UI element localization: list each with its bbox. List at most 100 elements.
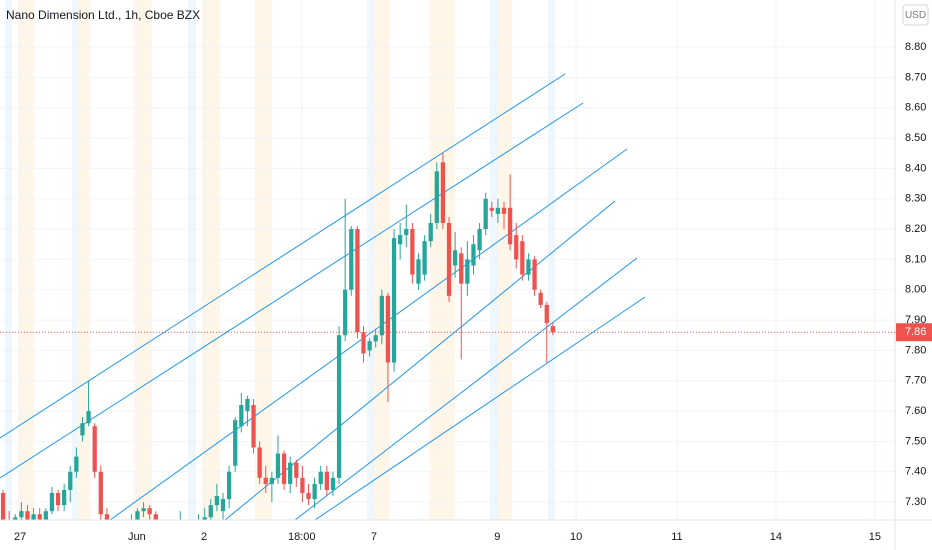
candle-body xyxy=(208,505,213,518)
x-tick-label: 18:00 xyxy=(288,531,316,543)
candle-body xyxy=(220,499,226,512)
channel-line xyxy=(294,257,638,520)
y-tick-label: 7.90 xyxy=(905,314,926,326)
session-stripe xyxy=(367,0,374,520)
candle-body xyxy=(184,529,188,532)
session-stripe xyxy=(202,0,220,520)
session-stripe xyxy=(188,0,196,520)
session-stripe xyxy=(78,0,90,520)
candle-body xyxy=(147,508,152,515)
candle-body xyxy=(153,514,158,520)
grid xyxy=(0,0,895,520)
candle-body xyxy=(330,477,336,490)
candle-body xyxy=(0,492,6,520)
session-stripe xyxy=(5,0,12,520)
session-stripe xyxy=(255,0,272,520)
session-stripe xyxy=(72,0,78,520)
x-tick-label: 2 xyxy=(201,531,207,543)
candle-body xyxy=(404,229,409,236)
candle-body xyxy=(269,477,274,484)
candle-body xyxy=(507,207,513,245)
candle-body xyxy=(160,526,164,532)
y-tick-label: 7.30 xyxy=(905,496,926,508)
candle-body xyxy=(294,462,299,478)
y-tick-label: 8.80 xyxy=(905,41,926,53)
last-price-label: 7.86 xyxy=(905,326,926,338)
candle-body xyxy=(166,532,170,538)
unit-box[interactable] xyxy=(902,4,929,26)
candle-body xyxy=(526,259,531,275)
candle-body xyxy=(37,514,42,520)
candles xyxy=(0,153,556,538)
session-stripe xyxy=(497,0,512,520)
candle-body xyxy=(471,244,476,266)
candle-body xyxy=(434,171,439,223)
session-stripe xyxy=(374,0,390,520)
candle-body xyxy=(318,471,323,484)
y-tick-label: 8.50 xyxy=(905,132,926,144)
candle-body xyxy=(19,511,24,518)
candle-body xyxy=(31,514,36,520)
candle-body xyxy=(550,326,556,333)
candle-body xyxy=(135,511,140,520)
x-tick-label: Jun xyxy=(128,531,146,543)
y-tick-label: 8.70 xyxy=(905,71,926,83)
candle-body xyxy=(129,520,133,526)
candle-body xyxy=(343,289,348,336)
unit-label[interactable]: USD xyxy=(905,10,926,21)
candle-body xyxy=(74,456,79,472)
x-tick-label: 9 xyxy=(494,531,500,543)
candle-body xyxy=(202,517,207,520)
candle-body xyxy=(306,492,311,500)
candle-body xyxy=(398,235,403,245)
candle-body xyxy=(55,492,61,506)
candle-body xyxy=(452,250,458,266)
candle-body xyxy=(233,420,238,466)
channel-line xyxy=(0,73,566,439)
y-tick-label: 8.40 xyxy=(905,162,926,174)
candle-body xyxy=(379,295,384,336)
candle-body xyxy=(49,492,55,512)
candle-body xyxy=(190,526,194,532)
candle-body xyxy=(520,241,525,275)
chart-title: Nano Dimension Ltd., 1h, Cboe BZX xyxy=(6,8,200,22)
x-tick-label: 10 xyxy=(570,531,582,543)
candle-body xyxy=(477,229,482,251)
candle-body xyxy=(43,511,48,520)
y-tick-label: 7.50 xyxy=(905,435,926,447)
candle-body xyxy=(373,335,378,342)
candle-body xyxy=(111,532,115,538)
candle-body xyxy=(117,535,121,538)
x-tick-label: 14 xyxy=(770,531,782,543)
candle-body xyxy=(300,477,305,493)
candle-body xyxy=(80,423,85,436)
candle-body xyxy=(7,520,11,526)
candle-body xyxy=(251,405,256,448)
y-tick-label: 7.80 xyxy=(905,344,926,356)
candle-body xyxy=(544,304,549,324)
session-stripe xyxy=(18,0,34,520)
candle-body xyxy=(281,453,287,484)
candle-body xyxy=(410,229,415,275)
candle-body xyxy=(196,520,200,526)
channel-line xyxy=(0,102,584,479)
y-tick-label: 8.10 xyxy=(905,253,926,265)
candle-body xyxy=(349,229,354,290)
candle-body xyxy=(489,207,494,211)
candle-body xyxy=(501,207,507,214)
candle-body xyxy=(446,222,452,296)
candle-body xyxy=(312,483,317,500)
channel-line xyxy=(109,148,628,520)
y-tick-label: 8.30 xyxy=(905,193,926,205)
candle-body xyxy=(239,405,244,427)
candle-body xyxy=(361,332,366,354)
candle-body xyxy=(68,471,73,490)
candle-body xyxy=(495,207,501,214)
candle-body xyxy=(288,462,293,484)
candle-body xyxy=(13,517,18,520)
session-stripe xyxy=(430,0,455,520)
candle-body xyxy=(336,335,342,478)
candle-body xyxy=(459,253,464,284)
candle-body xyxy=(245,398,250,412)
candle-body xyxy=(391,238,397,363)
